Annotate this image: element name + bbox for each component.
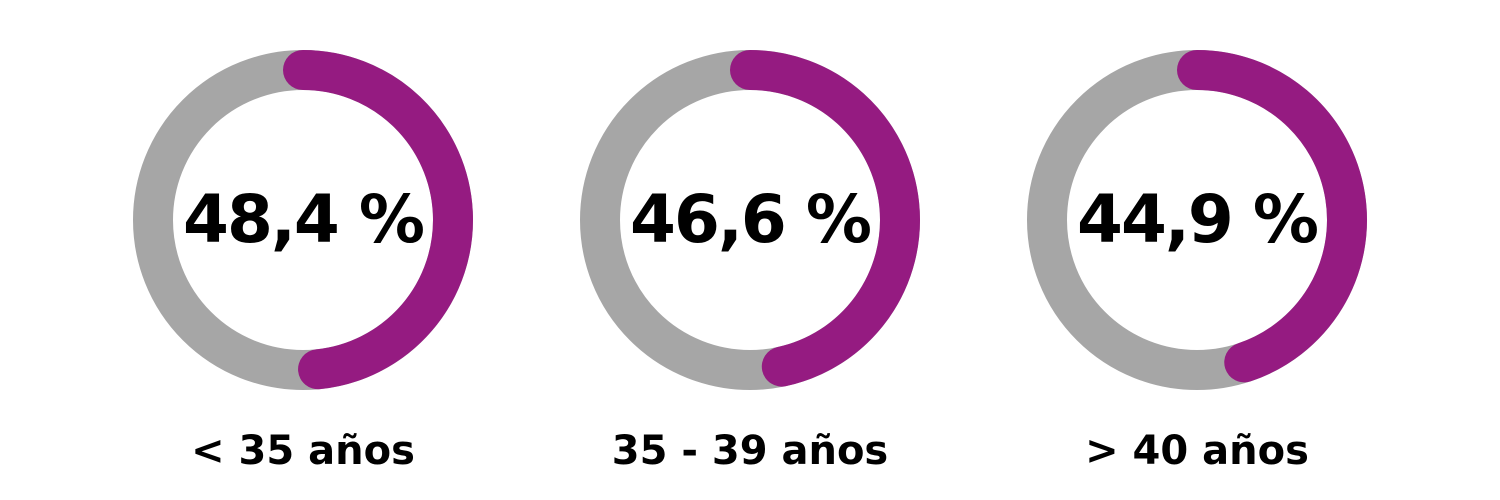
donut-arc	[1177, 50, 1367, 383]
donut-arc	[283, 50, 473, 390]
donut-arc	[730, 50, 920, 387]
category-label: > 40 años	[1085, 428, 1309, 474]
value-label: 44,9 %	[1077, 181, 1318, 258]
value-label: 48,4 %	[183, 181, 424, 258]
category-label: < 35 años	[191, 428, 415, 474]
value-label: 46,6 %	[630, 181, 871, 258]
category-label: 35 - 39 años	[612, 428, 888, 474]
